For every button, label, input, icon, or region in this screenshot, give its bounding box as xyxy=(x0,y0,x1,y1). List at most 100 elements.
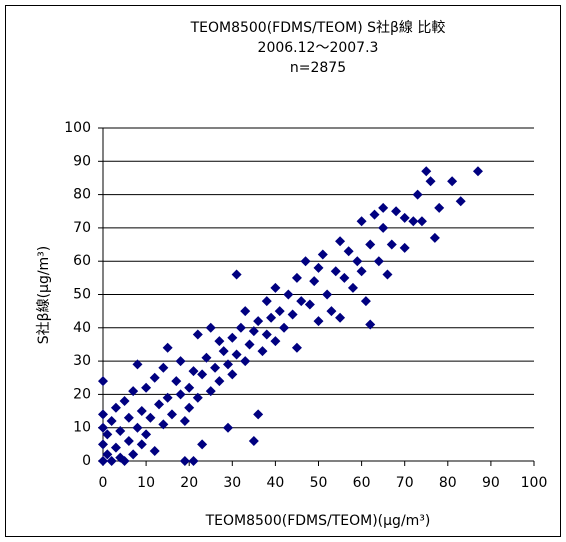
point xyxy=(335,236,346,247)
point xyxy=(141,382,152,393)
point xyxy=(322,289,333,300)
point xyxy=(102,449,113,460)
point xyxy=(162,342,173,353)
point xyxy=(231,269,242,280)
point xyxy=(429,232,440,243)
point xyxy=(386,239,397,250)
y-tick-label: 10 xyxy=(73,420,91,436)
point xyxy=(222,359,233,370)
point xyxy=(123,412,134,423)
point xyxy=(115,426,126,437)
point xyxy=(244,339,255,350)
point xyxy=(110,402,121,413)
point xyxy=(447,176,458,187)
point xyxy=(98,439,108,450)
point xyxy=(175,356,186,367)
y-tick-label: 80 xyxy=(73,187,91,203)
x-tick-label: 70 xyxy=(396,475,414,491)
point xyxy=(149,446,160,457)
point xyxy=(192,392,203,403)
point xyxy=(309,276,320,287)
point xyxy=(197,369,208,380)
x-tick-label: 40 xyxy=(266,475,284,491)
point xyxy=(154,399,165,410)
point xyxy=(261,329,272,340)
point xyxy=(412,189,423,200)
y-tick-label: 70 xyxy=(73,220,91,236)
point xyxy=(291,272,302,283)
point xyxy=(378,202,389,213)
point xyxy=(106,416,117,427)
point xyxy=(158,362,169,373)
point xyxy=(214,376,225,387)
point xyxy=(425,176,436,187)
point xyxy=(369,209,380,220)
point xyxy=(240,306,251,317)
point xyxy=(184,382,195,393)
point xyxy=(136,406,147,417)
x-tick-label: 30 xyxy=(223,475,241,491)
y-tick-label: 20 xyxy=(73,386,91,402)
point xyxy=(378,222,389,233)
y-axis-label: S社β線(μg/m³) xyxy=(36,246,52,345)
point xyxy=(188,456,199,466)
point xyxy=(158,419,169,430)
point xyxy=(283,289,294,300)
x-tick-label: 60 xyxy=(353,475,371,491)
y-tick-label: 0 xyxy=(82,453,91,469)
point xyxy=(119,456,130,466)
point xyxy=(291,342,302,353)
x-tick-label: 10 xyxy=(137,475,155,491)
point xyxy=(296,296,307,307)
point xyxy=(231,349,242,360)
chart-title: TEOM8500(FDMS/TEOM) S社β線 比較 xyxy=(190,20,446,36)
point xyxy=(253,316,264,327)
point xyxy=(248,436,259,447)
chart-subtitle: 2006.12〜2007.3 xyxy=(258,40,379,56)
point xyxy=(257,346,268,357)
annotation: n=2875 xyxy=(290,60,346,76)
point xyxy=(149,372,160,383)
point xyxy=(110,442,121,453)
point xyxy=(102,429,113,440)
x-tick-label: 50 xyxy=(310,475,328,491)
point xyxy=(304,299,315,310)
point xyxy=(360,296,371,307)
point xyxy=(343,246,354,257)
point xyxy=(188,366,199,377)
point xyxy=(201,352,212,363)
point xyxy=(132,359,143,370)
point xyxy=(472,166,483,177)
point xyxy=(98,409,108,420)
point xyxy=(434,202,445,213)
y-tick-label: 50 xyxy=(73,287,91,303)
point xyxy=(365,319,376,330)
point xyxy=(171,376,182,387)
point xyxy=(132,422,143,433)
point xyxy=(119,396,130,407)
x-axis-label: TEOM8500(FDMS/TEOM)(μg/m³) xyxy=(205,513,431,529)
point xyxy=(214,336,225,347)
point xyxy=(326,306,337,317)
point xyxy=(270,282,281,293)
point xyxy=(347,282,358,293)
point xyxy=(175,389,186,400)
point xyxy=(218,346,229,357)
point xyxy=(399,242,410,253)
point xyxy=(145,412,156,423)
point xyxy=(279,322,290,333)
point xyxy=(352,256,363,267)
point xyxy=(227,332,238,343)
point xyxy=(179,456,190,466)
x-tick-label: 0 xyxy=(99,475,108,491)
point xyxy=(266,312,277,323)
point xyxy=(455,196,466,207)
y-tick-label: 100 xyxy=(64,120,91,136)
point xyxy=(399,212,410,223)
point xyxy=(373,256,384,267)
point xyxy=(162,392,173,403)
point xyxy=(365,239,376,250)
y-tick-label: 30 xyxy=(73,353,91,369)
x-tick-label: 100 xyxy=(521,475,548,491)
